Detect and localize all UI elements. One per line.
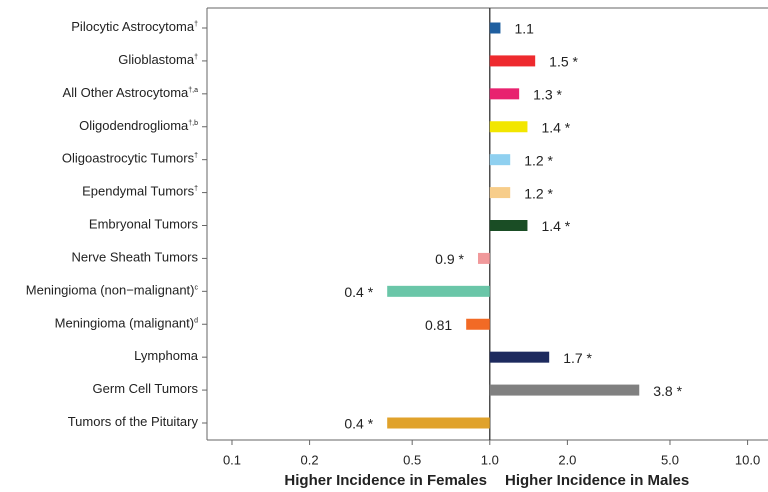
y-tick-label: Tumors of the Pituitary — [68, 414, 199, 429]
y-tick-label: Nerve Sheath Tumors — [72, 250, 199, 265]
value-label: 0.4 * — [344, 284, 373, 300]
y-tick-label: Lymphoma — [134, 349, 199, 364]
value-label: 0.9 * — [435, 251, 464, 267]
value-label: 1.2 * — [524, 152, 553, 168]
bar — [489, 121, 528, 133]
bar — [387, 417, 490, 429]
category-name: Oligoastrocytic Tumors — [62, 151, 195, 166]
value-label: 1.5 * — [549, 54, 578, 70]
value-label: 1.2 * — [524, 185, 553, 201]
x-tick-label: 2.0 — [558, 452, 576, 467]
value-label: 1.3 * — [533, 87, 562, 103]
bar — [489, 88, 520, 100]
category-note: † — [194, 21, 198, 28]
category-name: Meningioma (malignant) — [55, 316, 194, 331]
category-note: †,a — [188, 87, 198, 94]
x-label-left: Higher Incidence in Females — [284, 472, 487, 489]
category-note: d — [194, 317, 198, 324]
y-tick-label: All Other Astrocytoma†,a — [63, 85, 199, 100]
bar — [489, 154, 511, 166]
category-name: Ependymal Tumors — [82, 184, 194, 199]
category-name: Glioblastoma — [118, 52, 195, 67]
bar — [489, 22, 501, 34]
y-tick-label: Germ Cell Tumors — [93, 382, 199, 397]
category-note: c — [195, 284, 199, 291]
category-note: † — [194, 153, 198, 160]
y-tick-label: Glioblastoma† — [118, 52, 198, 67]
x-tick-label: 0.2 — [301, 452, 319, 467]
value-label: 0.81 — [425, 317, 452, 333]
category-name: All Other Astrocytoma — [63, 85, 189, 100]
value-label: 0.4 * — [344, 416, 373, 432]
x-tick-label: 0.5 — [403, 452, 421, 467]
category-name: Oligodendroglioma — [79, 118, 189, 133]
value-label: 1.4 * — [541, 218, 570, 234]
x-tick-label: 0.1 — [223, 452, 241, 467]
x-tick-label: 1.0 — [481, 452, 499, 467]
value-label: 1.7 * — [563, 350, 592, 366]
category-name: Lymphoma — [134, 349, 199, 364]
x-tick-label: 5.0 — [661, 452, 679, 467]
bar — [477, 252, 490, 264]
category-note: †,b — [188, 120, 198, 127]
y-tick-label: Ependymal Tumors† — [82, 184, 198, 199]
y-tick-label: Oligoastrocytic Tumors† — [62, 151, 198, 166]
category-note: † — [194, 185, 198, 192]
x-label-right: Higher Incidence in Males — [505, 472, 689, 489]
y-tick-label: Meningioma (malignant)d — [55, 316, 198, 331]
bar — [489, 55, 536, 67]
category-name: Tumors of the Pituitary — [68, 414, 199, 429]
bar — [466, 318, 490, 330]
bar — [489, 384, 640, 396]
category-note: † — [194, 54, 198, 61]
category-name: Germ Cell Tumors — [93, 382, 199, 397]
value-label: 1.4 * — [541, 119, 570, 135]
bar — [489, 351, 550, 363]
value-label: 1.1 — [514, 21, 534, 37]
y-tick-label: Oligodendroglioma†,b — [79, 118, 198, 133]
y-tick-label: Pilocytic Astrocytoma† — [71, 19, 198, 34]
y-tick-label: Embryonal Tumors — [89, 217, 199, 232]
category-name: Pilocytic Astrocytoma — [71, 19, 195, 34]
bar — [489, 187, 511, 199]
category-name: Embryonal Tumors — [89, 217, 199, 232]
bar — [387, 285, 490, 297]
value-label: 3.8 * — [653, 383, 682, 399]
y-tick-label: Meningioma (non−malignant)c — [26, 283, 199, 298]
x-tick-label: 10.0 — [735, 452, 760, 467]
category-name: Meningioma (non−malignant) — [26, 283, 195, 298]
bar — [489, 220, 528, 231]
category-name: Nerve Sheath Tumors — [72, 250, 199, 265]
